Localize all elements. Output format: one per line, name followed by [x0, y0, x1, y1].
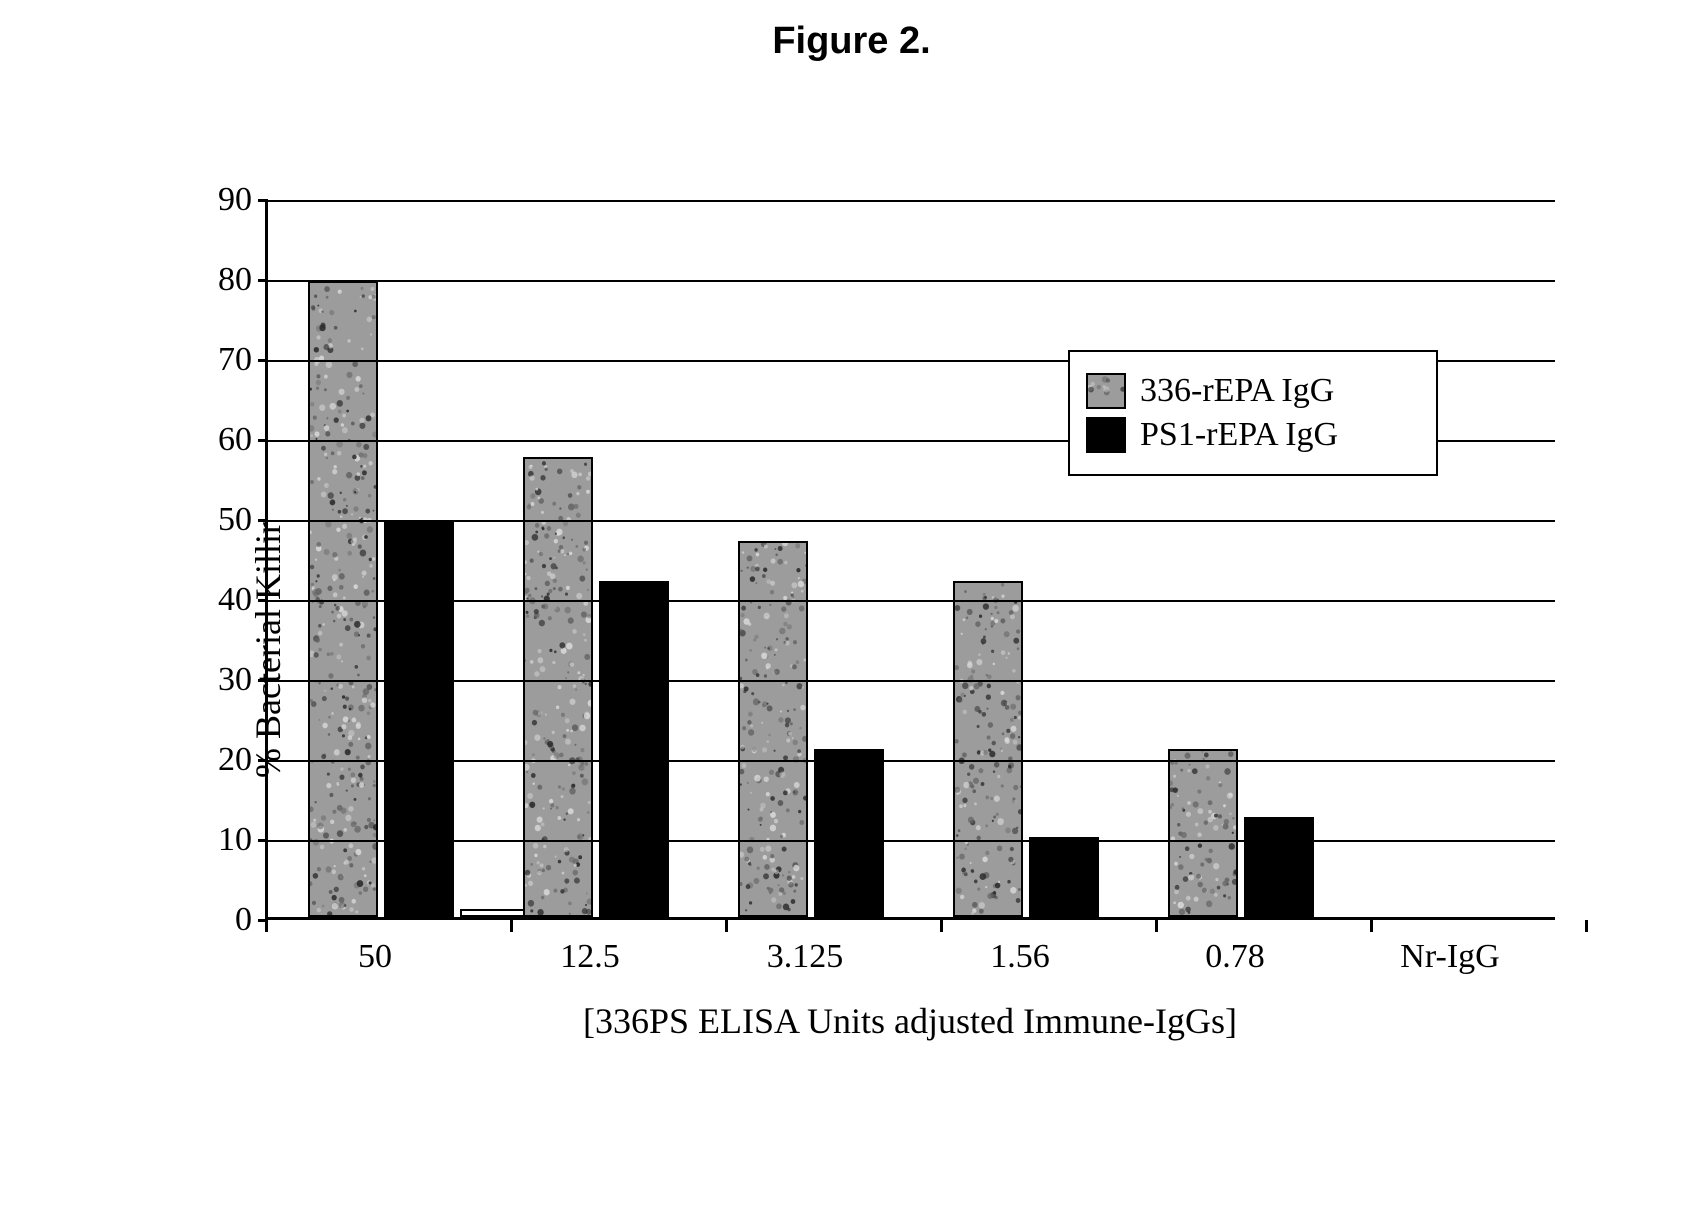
y-tick-label: 50 [218, 501, 252, 539]
legend: 336-rEPA IgG PS1-rEPA IgG [1068, 350, 1438, 476]
gridline [268, 680, 1555, 682]
y-tick-label: 70 [218, 341, 252, 379]
x-axis-label: [336PS ELISA Units adjusted Immune-IgGs] [265, 1000, 1555, 1042]
y-tick-mark [258, 359, 268, 362]
bar [308, 281, 378, 917]
x-tick-mark [265, 920, 268, 932]
y-tick-label: 40 [218, 581, 252, 619]
bar [1029, 837, 1099, 917]
y-tick-label: 60 [218, 421, 252, 459]
x-tick-label: 50 [358, 938, 392, 976]
x-tick-mark [1370, 920, 1373, 932]
gridline [268, 840, 1555, 842]
bar [738, 541, 808, 917]
x-tick-mark [940, 920, 943, 932]
bar [814, 749, 884, 917]
y-tick-label: 30 [218, 661, 252, 699]
gridline [268, 200, 1555, 202]
figure-page: Figure 2. % Bacterial Killir 01020304050… [0, 0, 1703, 1206]
x-tick-mark [510, 920, 513, 932]
legend-label: PS1-rEPA IgG [1140, 416, 1338, 454]
y-tick-mark [258, 759, 268, 762]
gridline [268, 760, 1555, 762]
legend-swatch [1086, 373, 1126, 409]
bar [384, 521, 454, 917]
y-tick-mark [258, 599, 268, 602]
x-tick-label: 1.56 [990, 938, 1050, 976]
legend-label: 336-rEPA IgG [1140, 372, 1334, 410]
bar-chart: % Bacterial Killir 0102030405060708090 3… [120, 200, 1600, 1100]
gridline [268, 600, 1555, 602]
bar [953, 581, 1023, 917]
x-tick-label: 0.78 [1205, 938, 1265, 976]
y-tick-mark [258, 279, 268, 282]
bar [599, 581, 669, 917]
legend-swatch [1086, 417, 1126, 453]
plot-area: 336-rEPA IgG PS1-rEPA IgG [265, 200, 1555, 920]
figure-title: Figure 2. [0, 20, 1703, 63]
x-tick-mark [1155, 920, 1158, 932]
bar [1244, 817, 1314, 917]
y-tick-mark [258, 199, 268, 202]
y-tick-mark [258, 679, 268, 682]
y-tick-label: 10 [218, 821, 252, 859]
bar [1168, 749, 1238, 917]
y-axis-ticks: 0102030405060708090 [190, 200, 260, 920]
gridline [268, 280, 1555, 282]
y-tick-label: 0 [235, 901, 252, 939]
gridline [268, 520, 1555, 522]
y-tick-label: 80 [218, 261, 252, 299]
x-tick-label: Nr-IgG [1400, 938, 1499, 976]
y-tick-mark [258, 439, 268, 442]
y-tick-mark [258, 519, 268, 522]
y-tick-label: 90 [218, 181, 252, 219]
x-tick-mark [1585, 920, 1588, 932]
bars-layer [268, 200, 1555, 917]
x-tick-label: 12.5 [560, 938, 620, 976]
y-tick-label: 20 [218, 741, 252, 779]
x-tick-mark [725, 920, 728, 932]
x-tick-label: 3.125 [767, 938, 844, 976]
bar [460, 909, 530, 917]
legend-item: 336-rEPA IgG [1086, 372, 1416, 410]
bar [523, 457, 593, 917]
y-tick-mark [258, 839, 268, 842]
legend-item: PS1-rEPA IgG [1086, 416, 1416, 454]
